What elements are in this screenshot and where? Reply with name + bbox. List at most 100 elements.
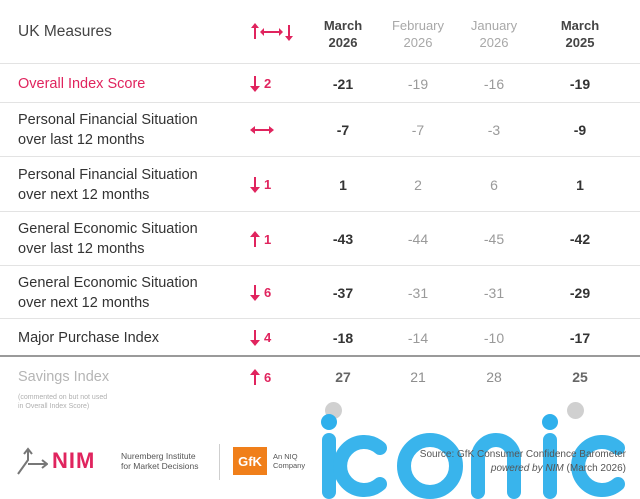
change-value: 1 — [264, 177, 272, 192]
arrow-down-icon — [250, 75, 260, 92]
source-line1: Source: GfK Consumer Confidence Baromete… — [419, 449, 626, 460]
row-label-line1: Personal Financial Situation — [18, 166, 198, 183]
column-month: March — [323, 18, 363, 33]
savings-note-line1: (commented on but not used — [18, 394, 108, 401]
column-header-february-2026: February 2026 — [378, 16, 458, 52]
nim-logo: NIM — [16, 446, 95, 476]
column-header-march-2025: March 2025 — [540, 16, 620, 52]
value-march-2025: -19 — [569, 75, 591, 92]
table-header-row: UK Measures March 2026 February 2026 Jan… — [0, 0, 640, 64]
nim-logo-text: NIM — [52, 448, 96, 473]
value-march-2026: -7 — [336, 122, 350, 138]
value-february-2026: -44 — [407, 231, 429, 247]
row-label-line1: General Economic Situation — [18, 221, 198, 237]
row-label: General Economic Situation over last 12 … — [18, 212, 233, 266]
iconic-watermark — [321, 414, 625, 499]
arrow-down-icon — [250, 176, 260, 193]
nim-institute-name: Nuremberg Institute for Market Decisions — [121, 451, 211, 471]
nim-line1: Nuremberg Institute — [121, 451, 196, 461]
change-indicator: 4 — [250, 319, 310, 356]
savings-note-line2: in Overall Index Score) — [18, 403, 90, 410]
gfk-line1: An NIQ — [273, 452, 298, 461]
change-indicator: 6 — [250, 358, 310, 396]
arrow-up-icon — [250, 369, 260, 385]
value-march-2025: 1 — [576, 176, 584, 193]
row-label-line2: over next 12 months — [18, 186, 150, 203]
table-row: Personal Financial Situation over last 1… — [0, 103, 640, 157]
table-row: General Economic Situation over last 12 … — [0, 212, 640, 266]
nim-arrow-icon — [17, 447, 48, 475]
footer-divider — [219, 444, 220, 480]
value-february-2026: -19 — [407, 75, 429, 92]
change-indicator: 2 — [250, 64, 310, 103]
value-march-2025: 25 — [572, 369, 588, 385]
savings-note: (commented on but not used in Overall In… — [18, 393, 158, 411]
change-value: 6 — [264, 369, 272, 385]
value-february-2026: 2 — [414, 176, 422, 193]
change-indicator: 6 — [250, 266, 310, 319]
value-march-2026: -43 — [332, 231, 354, 247]
source-line2: powered by NIM (March 2026) — [386, 462, 626, 476]
column-header-march-2026: March 2026 — [303, 16, 383, 52]
value-january-2026: 28 — [486, 369, 502, 385]
column-year: 2026 — [479, 35, 509, 50]
value-march-2026: -37 — [332, 284, 354, 301]
row-label: Savings Index — [18, 369, 110, 385]
value-january-2026: 6 — [490, 176, 498, 193]
row-label: Overall Index Score — [18, 75, 146, 92]
source-date: (March 2026) — [563, 463, 626, 474]
value-february-2026: -31 — [407, 284, 429, 301]
gfk-line2: Company — [273, 461, 306, 470]
column-year: 2026 — [403, 35, 433, 50]
source-nim: NIM — [545, 463, 564, 474]
value-january-2026: -10 — [483, 329, 505, 346]
table-row: Major Purchase Index 4 -18 -14 -10 -17 — [0, 319, 640, 357]
left-right-arrow-icon — [250, 126, 274, 134]
value-january-2026: -31 — [483, 284, 505, 301]
change-value: 6 — [264, 285, 272, 300]
change-value: 1 — [264, 231, 272, 247]
value-february-2026: 21 — [410, 369, 426, 385]
column-month: March — [560, 18, 600, 33]
row-label: Personal Financial Situation over last 1… — [18, 103, 233, 157]
gfk-subtitle: An NIQ Company — [273, 452, 305, 470]
gfk-logo: GfK — [233, 447, 267, 475]
table-title: UK Measures — [18, 23, 112, 40]
footer: NIM Nuremberg Institute for Market Decis… — [0, 428, 640, 499]
value-march-2026: 27 — [335, 369, 351, 385]
row-label: Major Purchase Index — [18, 329, 160, 346]
column-year: 2026 — [328, 35, 358, 50]
value-february-2026: -14 — [407, 329, 429, 346]
row-label-line2: over next 12 months — [18, 294, 150, 311]
row-label: Personal Financial Situation over next 1… — [18, 157, 233, 212]
value-january-2026: -16 — [483, 75, 505, 92]
change-indicator: 1 — [250, 212, 310, 266]
column-year: 2025 — [565, 35, 595, 50]
value-march-2025: -29 — [569, 284, 591, 301]
change-value: 2 — [264, 76, 272, 91]
column-header-january-2026: January 2026 — [454, 16, 534, 52]
column-month: February — [391, 18, 445, 33]
row-label-line1: General Economic Situation — [18, 274, 198, 291]
nim-line2: for Market Decisions — [121, 461, 199, 471]
change-indicator: 1 — [250, 157, 310, 212]
value-january-2026: -3 — [487, 122, 501, 138]
row-label-line2: over last 12 months — [18, 241, 145, 257]
source-powered: powered by — [490, 463, 546, 474]
table-row: Personal Financial Situation over next 1… — [0, 157, 640, 212]
row-label: General Economic Situation over next 12 … — [18, 266, 233, 319]
value-january-2026: -45 — [483, 231, 505, 247]
row-label-line1: Personal Financial Situation — [18, 112, 198, 128]
value-march-2025: -17 — [569, 329, 591, 346]
value-march-2026: -18 — [332, 329, 354, 346]
row-label-line2: over last 12 months — [18, 132, 145, 148]
table-row: General Economic Situation over next 12 … — [0, 266, 640, 319]
change-value: 4 — [264, 330, 272, 345]
source-note: Source: GfK Consumer Confidence Baromete… — [386, 448, 626, 476]
arrow-down-icon — [250, 284, 260, 301]
table-row: Overall Index Score 2 -21 -19 -16 -19 — [0, 64, 640, 103]
column-month: January — [470, 18, 518, 33]
marker-dot — [567, 402, 584, 419]
arrow-down-icon — [250, 329, 260, 346]
value-march-2026: -21 — [332, 75, 354, 92]
